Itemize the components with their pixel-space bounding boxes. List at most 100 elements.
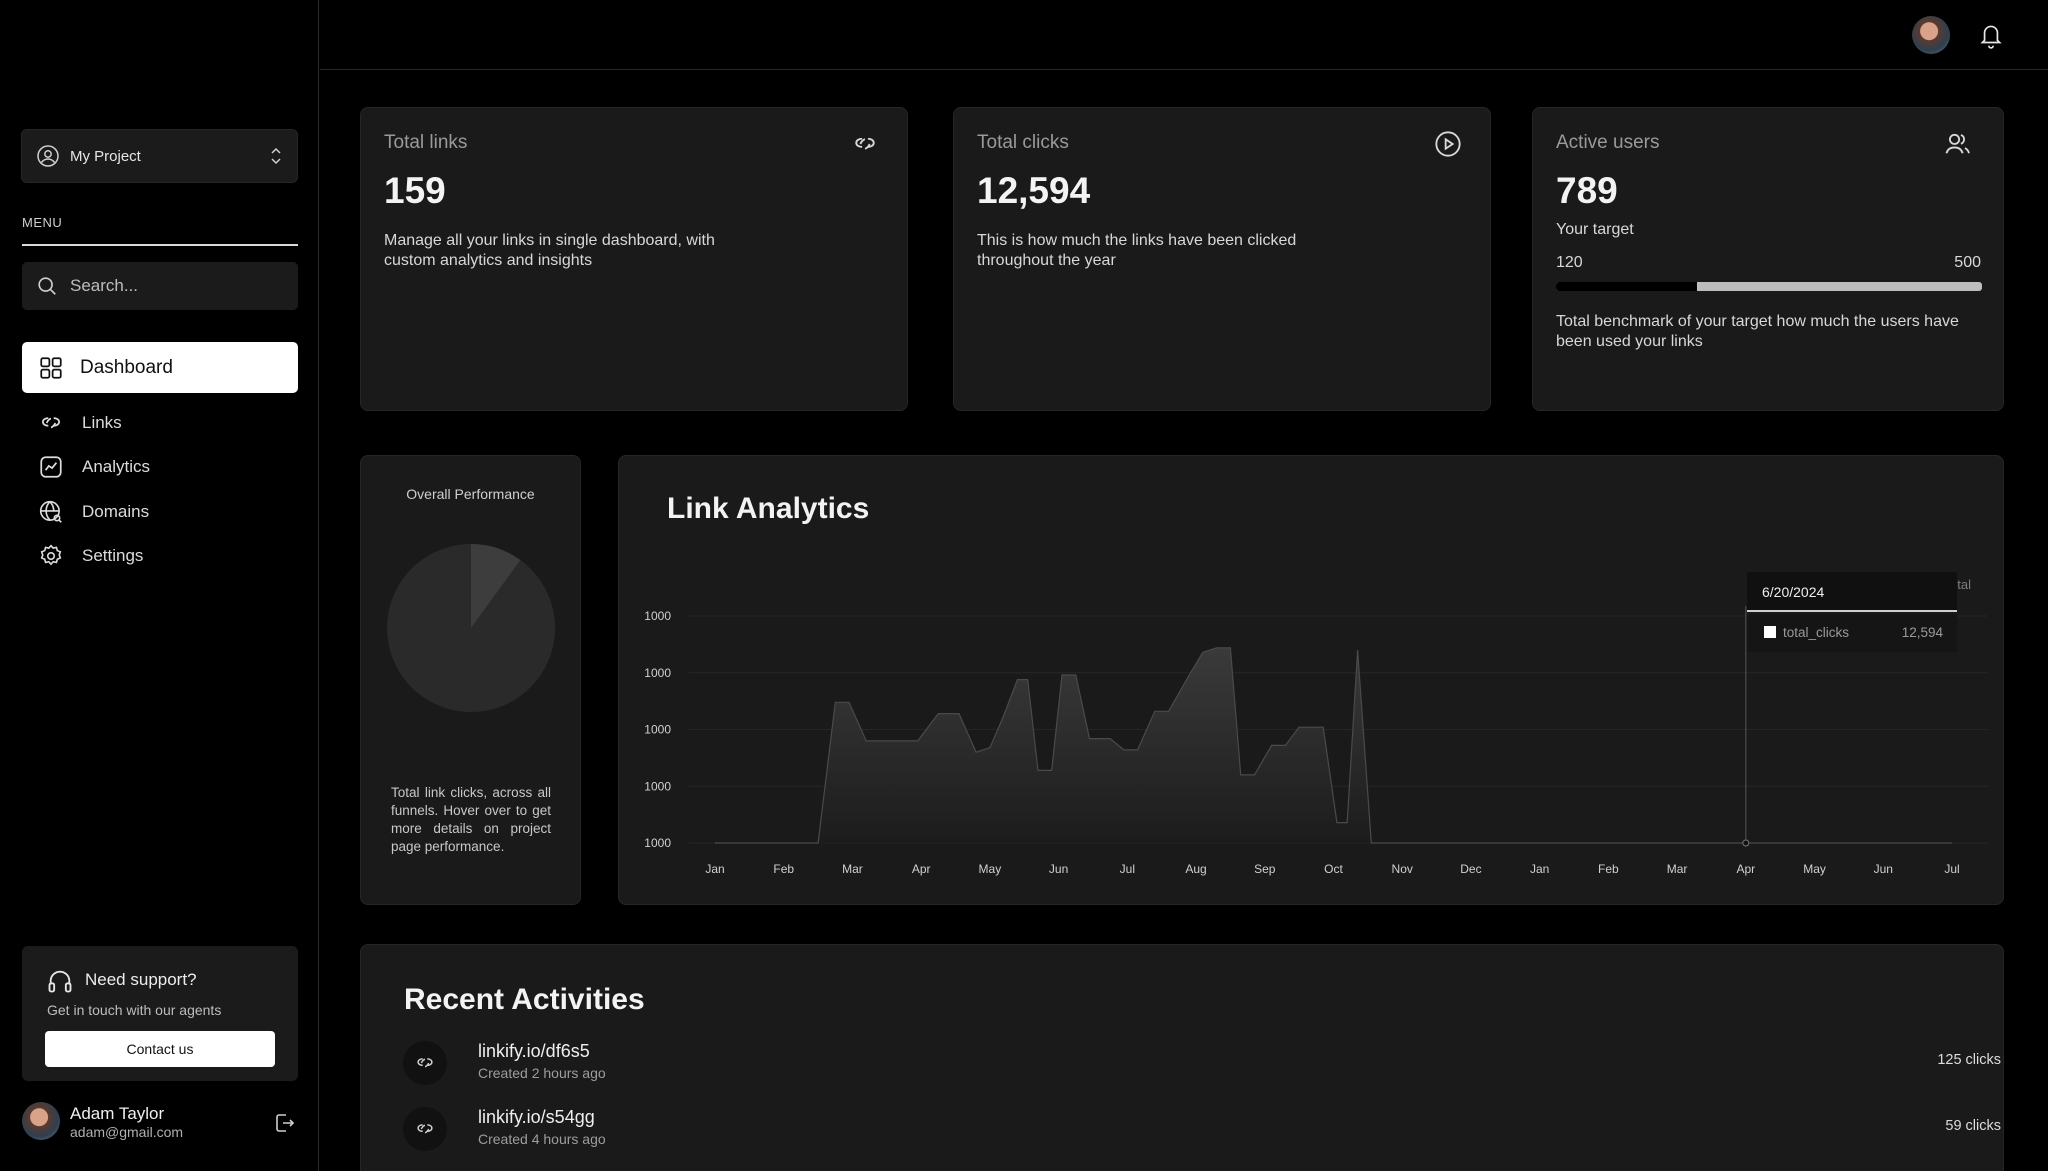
globe-icon [39, 500, 62, 523]
sidebar-item-label: Domains [82, 502, 150, 521]
series-line[interactable] [715, 647, 1952, 844]
target-progress-bar [1556, 282, 1982, 291]
sidebar-item-label: Links [82, 413, 122, 432]
series-area [715, 647, 1952, 843]
logout-icon[interactable] [272, 1111, 296, 1135]
x-tick-label: Apr [912, 862, 931, 876]
x-tick-label: Aug [1185, 862, 1206, 876]
sidebar-item-label: Dashboard [80, 356, 173, 378]
card-title: Active users [1556, 132, 1660, 153]
x-tick-label: Apr [1736, 862, 1755, 876]
hover-point [1742, 839, 1750, 847]
activity-link[interactable]: linkify.io/df6s5 [478, 1041, 590, 1061]
x-tick-label: May [979, 862, 1002, 876]
card-value: 159 [384, 170, 446, 211]
list-item[interactable]: linkify.io/s54gg Created 4 hours ago 59 … [403, 1107, 2001, 1157]
sidebar-item-settings[interactable]: Settings [38, 543, 143, 569]
y-tick-label: 1000 [644, 836, 671, 850]
activity-created: Created 4 hours ago [478, 1131, 606, 1147]
sidebar: My Project MENU Dashboard Links Analytic… [0, 0, 319, 1171]
link-icon [855, 137, 875, 150]
active-users-card: Active users 789 Your target 120 500 Tot… [1532, 107, 2004, 411]
activity-clicks: 125 clicks [1937, 1052, 2001, 1068]
target-label: Your target [1556, 221, 1634, 238]
sidebar-item-links[interactable]: Links [38, 410, 122, 436]
grid-icon [40, 356, 62, 379]
card-description: This is how much the links have been cli… [977, 232, 1297, 269]
total-links-card: Total links 159 Manage all your links in… [360, 107, 908, 411]
tooltip-row: total_clicks 12,594 [1747, 614, 1957, 652]
x-tick-label: Sep [1254, 862, 1276, 876]
user-profile: Adam Taylor adam@gmail.com [22, 1102, 298, 1142]
target-min: 120 [1556, 254, 1583, 271]
tooltip-swatch [1764, 626, 1776, 638]
menu-label: MENU [22, 215, 63, 230]
card-description: Manage all your links in single dashboar… [384, 232, 715, 269]
x-tick-label: Mar [842, 862, 863, 876]
link-analytics-card: Link Analytics otal 1000 1000 1000 1000 1000… [618, 455, 2004, 905]
y-tick-label: 1000 [644, 779, 671, 793]
link-analytics-chart[interactable]: 1000 1000 1000 1000 1000 Jan Feb Mar Apr May Jun Ju… [619, 456, 2003, 904]
project-switcher[interactable]: My Project [21, 129, 298, 183]
bell-icon[interactable] [1978, 20, 2004, 50]
x-tick-label: Dec [1460, 862, 1481, 876]
x-tick-label: Jan [705, 862, 724, 876]
link-icon [403, 1041, 447, 1085]
x-tick-label: May [1803, 862, 1826, 876]
user-circle-icon [37, 145, 59, 167]
y-tick-label: 1000 [644, 609, 671, 623]
search-icon [38, 277, 56, 295]
list-item[interactable]: linkify.io/df6s5 Created 2 hours ago 125… [403, 1041, 2001, 1091]
x-tick-label: Mar [1667, 862, 1688, 876]
link-analytics-title: Link Analytics [667, 492, 870, 525]
x-tick-label: Feb [1598, 862, 1619, 876]
card-title: Total clicks [977, 132, 1069, 153]
search-input[interactable] [70, 276, 270, 296]
avatar[interactable] [22, 1102, 60, 1140]
support-title: Need support? [85, 970, 197, 989]
tooltip-date: 6/20/2024 [1747, 572, 1957, 612]
x-tick-label: Feb [773, 862, 794, 876]
menu-divider [22, 244, 298, 246]
overall-performance-card: Overall Performance Total link clicks, a… [360, 455, 581, 905]
pie-slice[interactable] [471, 544, 521, 628]
project-name: My Project [70, 147, 141, 165]
x-tick-label: Jun [1874, 862, 1893, 876]
header-avatar[interactable] [1912, 16, 1950, 54]
sidebar-item-label: Analytics [82, 457, 151, 476]
activity-created: Created 2 hours ago [478, 1065, 606, 1081]
x-tick-label: Jul [1120, 862, 1135, 876]
card-title: Total links [384, 132, 468, 153]
gear-icon [40, 544, 62, 566]
performance-title: Overall Performance [406, 486, 535, 502]
support-card: Need support? Get in touch with our agen… [22, 946, 298, 1081]
link-icon [42, 417, 60, 429]
tooltip-value: 12,594 [1901, 625, 1943, 640]
performance-description: Total link clicks, across all funnels. H… [391, 785, 551, 854]
headphones-icon [48, 970, 72, 993]
x-tick-label: Oct [1324, 862, 1343, 876]
target-max: 500 [1954, 254, 1981, 271]
y-tick-label: 1000 [644, 666, 671, 680]
link-icon [403, 1107, 447, 1151]
contact-us-button[interactable]: Contact us [45, 1031, 275, 1067]
card-value: 12,594 [977, 170, 1091, 211]
target-progress-fill [1556, 282, 1697, 291]
sidebar-item-dashboard[interactable]: Dashboard [22, 342, 298, 393]
sidebar-item-domains[interactable]: Domains [38, 499, 149, 525]
chart-tooltip: 6/20/2024 total_clicks 12,594 [1747, 572, 1957, 674]
sidebar-item-label: Settings [82, 546, 144, 565]
play-circle-icon [1435, 131, 1461, 157]
x-tick-label: Jan [1530, 862, 1549, 876]
users-icon [1945, 133, 1970, 154]
chevron-updown-icon [271, 147, 281, 165]
search-box [22, 262, 298, 310]
y-tick-label: 1000 [644, 723, 671, 737]
card-description: Total benchmark of your target how much … [1556, 313, 1959, 350]
sidebar-item-analytics[interactable]: Analytics [38, 454, 150, 480]
analytics-icon [40, 456, 62, 478]
activity-link[interactable]: linkify.io/s54gg [478, 1107, 595, 1127]
top-bar [320, 0, 2048, 70]
tooltip-series: total_clicks [1783, 625, 1850, 640]
performance-pie-chart[interactable] [385, 542, 557, 714]
